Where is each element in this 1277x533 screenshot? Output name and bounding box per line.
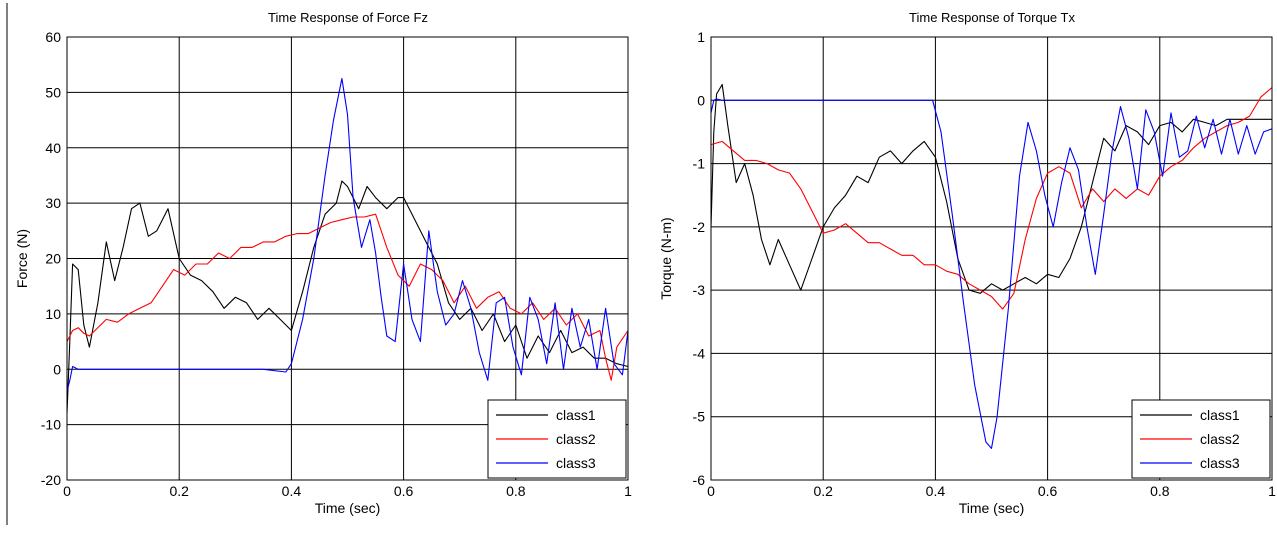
chart-1-series-class3-line — [66, 77, 629, 392]
chart-1-legend-label-class3: class3 — [556, 455, 596, 471]
chart-1-y-tick-label: 40 — [45, 140, 61, 156]
chart-1-series-class1-line — [66, 180, 629, 414]
chart-1-y-tick-label: 30 — [45, 195, 61, 211]
chart-2-x-tick-label: 1 — [1268, 483, 1276, 499]
chart-1-x-axis-label: Time (sec) — [315, 500, 381, 516]
chart-2-series-class3-line — [710, 98, 1273, 449]
chart-2-x-tick-label: 0.4 — [926, 483, 946, 499]
chart-1-y-axis-label: Force (N) — [14, 229, 30, 288]
chart-1-y-tick-label: 50 — [45, 84, 61, 100]
chart-2-axes-frame — [710, 36, 1273, 481]
chart-2-title: Time Response of Torque Tx — [909, 10, 1075, 25]
chart-1-y-tick-label: 20 — [45, 251, 61, 267]
chart-2-legend: class1 class2 class3 — [1131, 399, 1271, 479]
chart-2-y-tick-label: -3 — [693, 282, 706, 298]
chart-1-legend: class1 class2 class3 — [487, 399, 627, 479]
chart-2-series-class2-line — [710, 87, 1273, 310]
chart-2-y-tick-label: 1 — [697, 29, 705, 45]
chart-1-legend-label-class1: class1 — [556, 407, 596, 423]
chart-1: 0 0.2 0.4 0.6 0.8 1 -20 -10 0 10 20 30 40 50 60 Time Re… — [14, 10, 632, 516]
chart-1-x-tick-label: 0.6 — [394, 483, 414, 499]
chart-1-legend-label-class2: class2 — [556, 431, 596, 447]
chart-2-y-tick-label: -1 — [693, 156, 706, 172]
chart-1-y-tick-label: 0 — [53, 361, 61, 377]
chart-2-y-tick-label: -2 — [693, 219, 706, 235]
chart-2-x-tick-label: 0.8 — [1150, 483, 1170, 499]
chart-1-y-tick-label: -10 — [41, 417, 61, 433]
chart-2-legend-label-class1: class1 — [1200, 407, 1240, 423]
chart-2-series-class1-line — [710, 83, 1272, 294]
chart-2-legend-label-class3: class3 — [1200, 455, 1240, 471]
chart-2-y-tick-label: -4 — [693, 345, 706, 361]
chart-2-x-tick-label: 0.2 — [813, 483, 833, 499]
chart-1-x-tick-label: 0.2 — [169, 483, 189, 499]
chart-1-y-tick-label: 60 — [45, 29, 61, 45]
chart-1-x-tick-label: 0.4 — [282, 483, 302, 499]
chart-2-legend-label-class2: class2 — [1200, 431, 1240, 447]
chart-1-y-tick-label: 10 — [45, 306, 61, 322]
chart-1-x-tick-label: 1 — [624, 483, 632, 499]
chart-1-y-tick-label: -20 — [41, 472, 61, 488]
chart-1-x-tick-label: 0 — [63, 483, 71, 499]
chart-1-title: Time Response of Force Fz — [268, 10, 428, 25]
chart-2-y-tick-label: -5 — [693, 409, 706, 425]
chart-2-y-tick-label: -6 — [693, 472, 706, 488]
chart-2-x-tick-label: 0.6 — [1038, 483, 1058, 499]
chart-2-x-axis-label: Time (sec) — [959, 500, 1025, 516]
chart-2-y-axis-label: Torque (N-m) — [658, 217, 674, 299]
chart-1-x-tick-label: 0.8 — [506, 483, 526, 499]
chart-1-axes-frame — [66, 36, 629, 481]
chart-2-x-tick-label: 0 — [707, 483, 715, 499]
chart-2-y-tick-label: 0 — [697, 92, 705, 108]
chart-1-series-class2-line — [66, 213, 629, 381]
chart-2: 0 0.2 0.4 0.6 0.8 1 -6 -5 -4 -3 -2 -1 0 1 Time Respons… — [658, 10, 1276, 516]
